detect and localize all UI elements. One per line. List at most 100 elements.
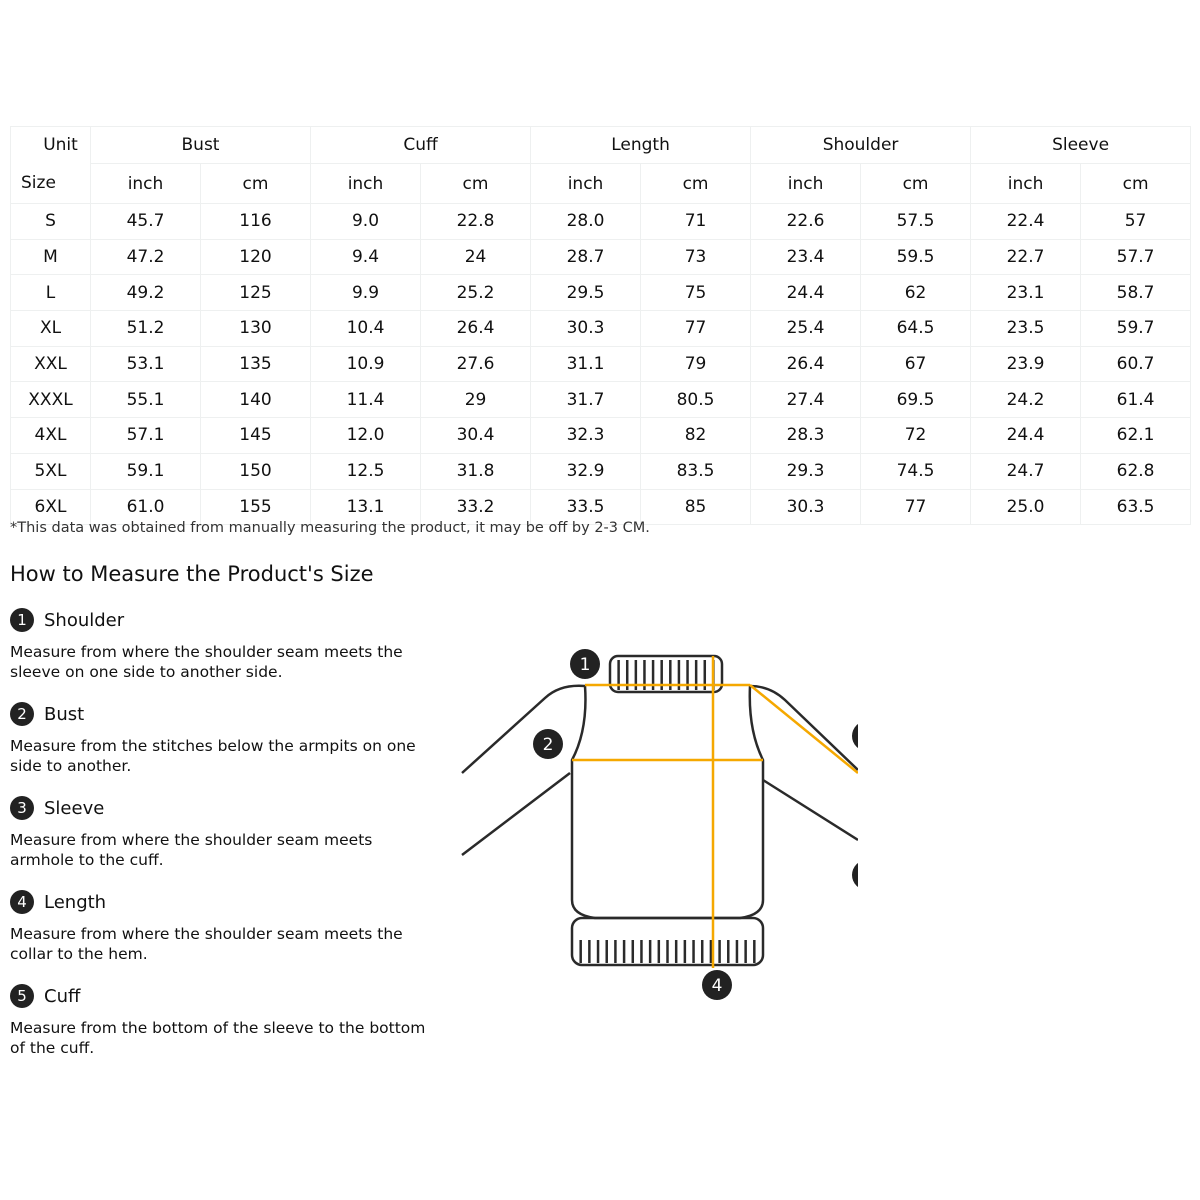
guide-item-desc: Measure from where the shoulder seam mee… [10, 831, 373, 869]
right-sleeve [749, 684, 858, 842]
marker-5 [852, 863, 858, 887]
number-badge: 3 [10, 796, 34, 820]
table-cell: 79 [640, 345, 752, 383]
body [570, 685, 765, 920]
hem-ribs [579, 940, 756, 963]
table-cell: 9.4 [310, 238, 421, 276]
table-cell: 62.8 [1080, 452, 1192, 490]
table-cell: 116 [200, 203, 311, 240]
group-header: Bust [90, 126, 311, 164]
table-cell: 64.5 [860, 310, 972, 347]
table-cell: 30.3 [530, 310, 642, 347]
table-cell: 135 [200, 345, 311, 383]
table-cell: 29.5 [530, 274, 642, 312]
table-cell: 120 [200, 238, 311, 276]
table-cell: 9.0 [310, 203, 421, 240]
table-cell: 61.4 [1080, 381, 1192, 419]
marker-3 [852, 724, 858, 748]
table-cell: 25.0 [970, 488, 1082, 526]
table-cell: 57.1 [90, 417, 201, 454]
collar [608, 654, 724, 694]
hem [570, 916, 765, 967]
table-cell: 28.0 [530, 203, 642, 240]
table-cell: 30.4 [419, 417, 532, 454]
table-cell: 28.3 [750, 417, 862, 454]
table-cell: 60.7 [1080, 345, 1192, 383]
table-cell: 55.1 [90, 381, 201, 419]
table-cell: 82 [640, 417, 752, 454]
table-cell: 23.1 [970, 274, 1082, 312]
marker-1 [570, 649, 600, 679]
table-cell: 57.7 [1080, 238, 1192, 276]
guide-item-title: Sleeve [44, 797, 105, 819]
number-badge: 4 [10, 890, 34, 914]
table-cell: 10.4 [310, 310, 421, 347]
table-row: XXXL 55.1 140 11.4 29 31.7 80.5 27.4 69.5 24.2 61.… [10, 381, 1192, 419]
guide-item-title: Length [44, 891, 107, 913]
table-row: L 49.2 125 9.9 25.2 29.5 75 24.4 62 23.1 58.7 [10, 274, 1192, 312]
table-cell: 31.8 [419, 452, 532, 490]
table-cell: 49.2 [90, 274, 201, 312]
table-row: 4XL 57.1 145 12.0 30.4 32.3 82 28.3 72 24.4 62.1 [10, 417, 1192, 454]
size-header: Size [10, 163, 91, 204]
table-cell: 25.2 [419, 274, 532, 312]
table-cell: 31.7 [530, 381, 642, 419]
table-cell: 23.4 [750, 238, 862, 276]
table-row: S 45.7 116 9.0 22.8 28.0 71 22.6 57.5 22.4 57 [10, 203, 1192, 240]
table-cell: 45.7 [90, 203, 201, 240]
size-cell: XXL [10, 345, 91, 383]
table-cell: 62 [860, 274, 972, 312]
number-badge: 2 [10, 702, 34, 726]
table-cell: 61.0 [90, 488, 201, 526]
table-cell: 9.9 [310, 274, 421, 312]
number-badge: 1 [10, 608, 34, 632]
size-cell: XXXL [10, 381, 91, 419]
unit-cm: cm [419, 163, 532, 204]
guide-item-desc: Measure from where the shoulder seam mee… [10, 925, 403, 963]
guide-item-bust: 2 Bust Measure from the stitches below the… [10, 702, 440, 776]
guide-item-length: 4 Length Measure from where the shoulder s… [10, 890, 440, 964]
table-cell: 130 [200, 310, 311, 347]
unit-inch: inch [530, 163, 642, 204]
marker-4 [702, 970, 732, 1000]
unit-cm: cm [200, 163, 311, 204]
table-row: XL 51.2 130 10.4 26.4 30.3 77 25.4 64.5 23.5 59.7 [10, 310, 1192, 347]
table-cell: 75 [640, 274, 752, 312]
unit-inch: inch [750, 163, 862, 204]
guide-item-title: Shoulder [44, 609, 125, 631]
table-cell: 24.7 [970, 452, 1082, 490]
table-cell: 71 [640, 203, 752, 240]
table-cell: 26.4 [419, 310, 532, 347]
table-row: 5XL 59.1 150 12.5 31.8 32.9 83.5 29.3 74.5 24.7 62… [10, 452, 1192, 490]
size-cell: 6XL [10, 488, 91, 526]
marker-2 [533, 729, 563, 759]
unit-header: Unit [10, 126, 91, 164]
table-cell: 22.8 [419, 203, 532, 240]
guide-item-title: Bust [44, 703, 85, 725]
size-cell: M [10, 238, 91, 276]
unit-inch: inch [310, 163, 421, 204]
guide-item-shoulder: 1 Shoulder Measure from where the shoulder… [10, 608, 440, 682]
table-cell: 58.7 [1080, 274, 1192, 312]
number-badge: 5 [10, 984, 34, 1008]
unit-cm: cm [640, 163, 752, 204]
guide-item-desc: Measure from where the shoulder seam mee… [10, 643, 403, 681]
table-cell: 150 [200, 452, 311, 490]
table-cell: 83.5 [640, 452, 752, 490]
left-sleeve [461, 684, 586, 856]
guide-item-sleeve: 3 Sleeve Measure from where the shoulder s… [10, 796, 440, 870]
guide-title: How to Measure the Product's Size [10, 562, 374, 586]
unit-cm: cm [860, 163, 972, 204]
table-cell: 140 [200, 381, 311, 419]
group-header: Length [530, 126, 752, 164]
size-chart-table: Unit Bust Cuff Length Shoulder Sleeve Size inch… [10, 126, 1192, 526]
guide-item-title: Cuff [44, 985, 81, 1007]
table-cell: 25.4 [750, 310, 862, 347]
table-cell: 51.2 [90, 310, 201, 347]
table-cell: 59.7 [1080, 310, 1192, 347]
table-cell: 85 [640, 488, 752, 526]
table-row: 6XL 61.0 155 13.1 33.2 33.5 85 30.3 77 25.0 63.5 [10, 488, 1192, 526]
table-cell: 24.2 [970, 381, 1082, 419]
guide-item-cuff: 5 Cuff Measure from the bottom of the slee… [10, 984, 440, 1058]
